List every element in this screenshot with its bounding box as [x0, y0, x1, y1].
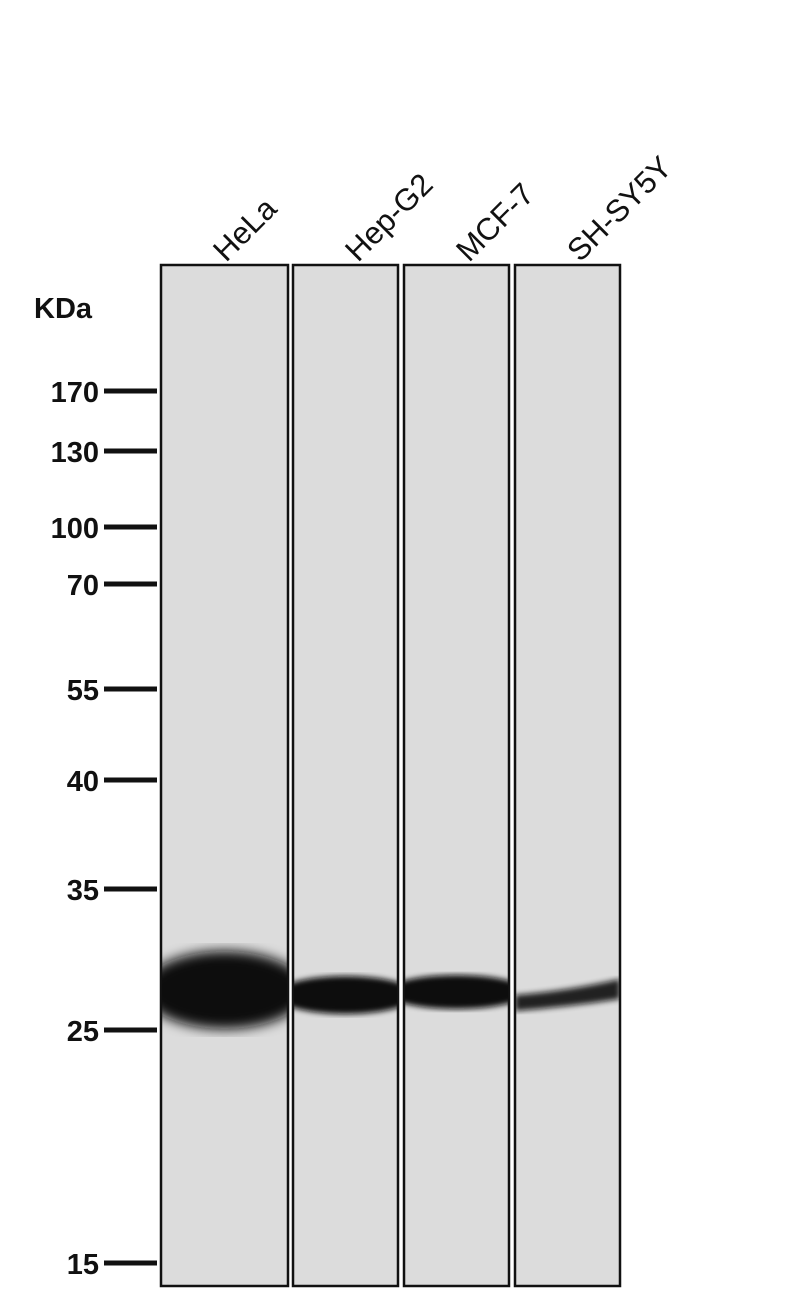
marker-55: 55	[67, 675, 157, 707]
lane-membrane	[291, 263, 400, 1288]
unit-label: KDa	[34, 293, 93, 325]
protein-band	[405, 975, 508, 1009]
protein-band	[294, 976, 397, 1014]
marker-15: 15	[67, 1249, 157, 1281]
marker-70: 70	[67, 570, 157, 602]
marker-100: 100	[51, 513, 157, 545]
lane-label: MCF-7	[449, 176, 541, 268]
lane-label: HeLa	[206, 190, 284, 268]
marker-130: 130	[51, 437, 157, 469]
marker-label: 40	[67, 766, 99, 798]
lane-membrane	[159, 263, 290, 1288]
marker-label: 35	[67, 875, 99, 907]
lane-membrane	[513, 263, 622, 1288]
marker-25: 25	[67, 1016, 157, 1048]
marker-label: 15	[67, 1249, 99, 1281]
lane-membrane	[402, 263, 511, 1288]
marker-label: 25	[67, 1016, 99, 1048]
marker-label: 130	[51, 437, 99, 469]
protein-band	[162, 951, 287, 1029]
protein-band	[516, 979, 619, 1011]
lane-4: SH-SY5Y	[513, 149, 679, 1288]
lane-label: SH-SY5Y	[560, 149, 679, 268]
marker-35: 35	[67, 875, 157, 907]
marker-170: 170	[51, 377, 157, 409]
marker-label: 70	[67, 570, 99, 602]
marker-label: 55	[67, 675, 99, 707]
marker-label: 170	[51, 377, 99, 409]
marker-40: 40	[67, 766, 157, 798]
lane-label: Hep-G2	[338, 166, 440, 268]
marker-label: 100	[51, 513, 99, 545]
lane-1: HeLa	[159, 190, 290, 1288]
